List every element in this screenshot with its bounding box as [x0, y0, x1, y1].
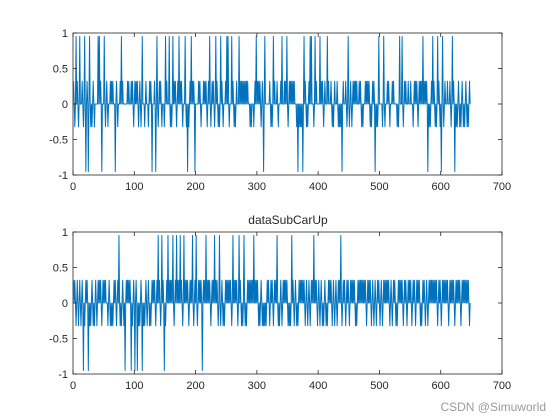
plot-bottom-x-tick-label: 200: [186, 380, 204, 392]
plot-bottom-y-tick-label: -1: [58, 369, 68, 381]
plot-bottom-y-tick-label: 0.5: [53, 263, 68, 275]
plot-top-y-tick-label: 1: [62, 28, 68, 40]
plot-top-x-tick-label: 400: [309, 181, 327, 193]
plot-top-y-tick-label: 0.5: [53, 64, 68, 76]
plot-bottom-y-tick-label: 1: [62, 227, 68, 239]
plot-bottom-y-tick-label: 0: [62, 298, 68, 310]
plot-top-y-tick-label: -1: [58, 170, 68, 182]
plot-top-x-tick-label: 200: [186, 181, 204, 193]
plot-bottom-x-tick-label: 700: [493, 380, 511, 392]
plot-top-x-tick-label: 300: [248, 181, 266, 193]
plot-top-series-line: [73, 36, 471, 172]
plot-top-x-tick-label: 500: [370, 181, 388, 193]
plot-top-x-tick-label: 700: [493, 181, 511, 193]
plot-top-x-tick-label: 0: [70, 181, 76, 193]
plot-bottom-x-tick-label: 300: [248, 380, 266, 392]
plot-bottom: dataSubCarUp 0 100 200 300 400 500 600 700 1 0.5 0…: [49, 213, 511, 392]
watermark: CSDN @Simuworld: [440, 400, 546, 414]
plot-top-y-tick-label: -0.5: [49, 135, 68, 147]
plot-top-y-tick-label: 0: [62, 99, 68, 111]
plot-bottom-x-tick-label: 100: [125, 380, 143, 392]
plot-bottom-x-tick-label: 0: [70, 380, 76, 392]
plot-bottom-series-line: [73, 235, 471, 371]
plot-top: 0 100 200 300 400 500 600 700 1 0.5 0 -0.5 -1: [49, 28, 511, 193]
plot-top-x-tick-label: 100: [125, 181, 143, 193]
plot-bottom-x-tick-label: 500: [370, 380, 388, 392]
plot-bottom-title: dataSubCarUp: [248, 213, 328, 227]
plot-bottom-x-tick-label: 600: [432, 380, 450, 392]
plot-top-x-tick-label: 600: [432, 181, 450, 193]
plot-bottom-x-tick-label: 400: [309, 380, 327, 392]
plot-bottom-y-tick-label: -0.5: [49, 334, 68, 346]
